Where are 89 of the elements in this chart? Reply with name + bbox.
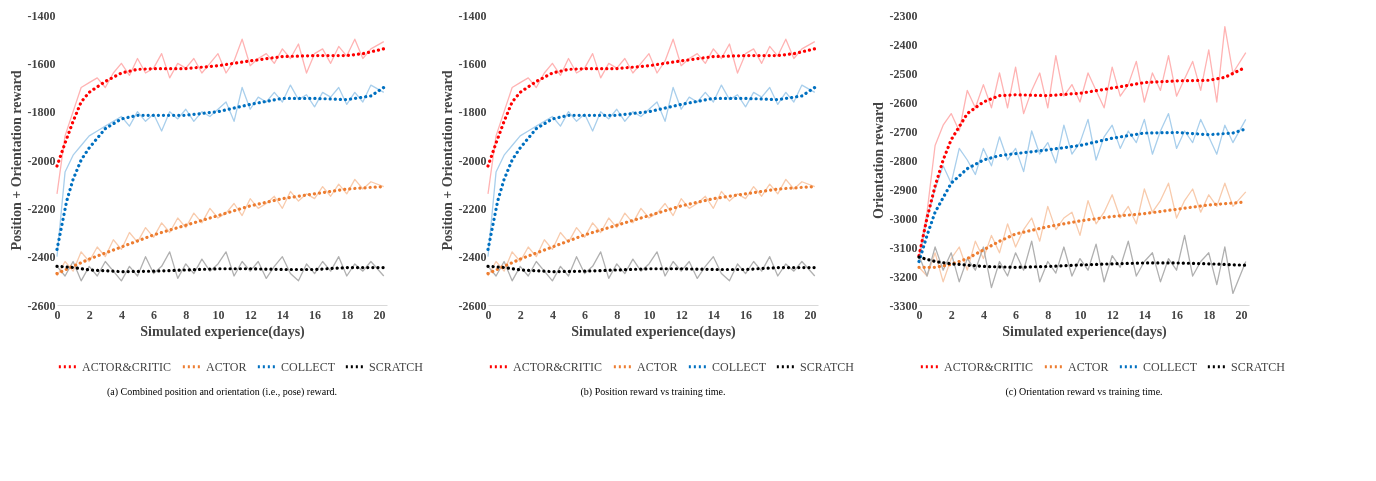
legend-label: ACTOR bbox=[1068, 359, 1109, 374]
legend-label: SCRATCH bbox=[369, 359, 424, 374]
x-tick-label: 16 bbox=[740, 307, 753, 322]
text: (c) Orientation reward vs training time. bbox=[1005, 386, 1163, 398]
legend-label: SCRATCH bbox=[1231, 359, 1286, 374]
y-tick-label: -1800 bbox=[27, 105, 56, 120]
x-tick-label: 14 bbox=[707, 307, 720, 322]
y-tick-label: -2600 bbox=[27, 298, 56, 313]
y-axis-title: Position + Orientation reward bbox=[439, 70, 455, 251]
legend-label: ACTOR bbox=[206, 359, 247, 374]
text: (b) Position reward vs training time. bbox=[580, 386, 726, 398]
x-tick-label: 6 bbox=[1013, 307, 1020, 322]
y-tick-label: -2400 bbox=[27, 250, 56, 265]
legend-label: ACTOR&CRITIC bbox=[944, 359, 1034, 374]
x-tick-label: 10 bbox=[643, 307, 656, 322]
x-tick-label: 20 bbox=[1235, 307, 1248, 322]
x-axis-title: Simulated experience(days) bbox=[140, 323, 306, 340]
x-tick-label: 12 bbox=[244, 307, 257, 322]
y-tick-label: -1400 bbox=[458, 8, 487, 23]
x-tick-label: 4 bbox=[549, 307, 556, 322]
x-tick-label: 2 bbox=[86, 307, 93, 322]
y-tick-label: -2000 bbox=[27, 153, 56, 168]
y-tick-label: -2800 bbox=[889, 153, 918, 168]
x-axis-title: Simulated experience(days) bbox=[1002, 323, 1168, 340]
x-axis-title: Simulated experience(days) bbox=[571, 323, 737, 340]
line-series bbox=[918, 25, 1247, 257]
line-series bbox=[55, 47, 386, 168]
y-tick-label: -3300 bbox=[889, 298, 918, 313]
y-tick-label: -2900 bbox=[889, 182, 918, 197]
x-tick-label: 4 bbox=[980, 307, 987, 322]
x-tick-label: 10 bbox=[1074, 307, 1087, 322]
legend-label: ACTOR&CRITIC bbox=[82, 359, 172, 374]
legend-label: ACTOR bbox=[637, 359, 678, 374]
line-series bbox=[918, 234, 1247, 295]
line-series bbox=[918, 182, 1247, 283]
x-tick-label: 4 bbox=[118, 307, 125, 322]
x-tick-label: 20 bbox=[373, 307, 386, 322]
y-tick-label: -1400 bbox=[27, 8, 56, 23]
y-tick-label: -1600 bbox=[27, 56, 56, 71]
x-tick-label: 18 bbox=[772, 307, 785, 322]
x-tick-label: 6 bbox=[582, 307, 589, 322]
x-tick-label: 18 bbox=[341, 307, 354, 322]
line-series bbox=[486, 47, 817, 168]
y-axis-title: Orientation reward bbox=[870, 101, 886, 219]
x-tick-label: 16 bbox=[309, 307, 322, 322]
y-tick-label: -3000 bbox=[889, 211, 918, 226]
y-tick-label: -2600 bbox=[889, 95, 918, 110]
x-tick-label: 20 bbox=[804, 307, 817, 322]
x-tick-label: 8 bbox=[1045, 307, 1052, 322]
x-tick-label: 10 bbox=[212, 307, 225, 322]
y-tick-label: -2200 bbox=[458, 201, 487, 216]
x-tick-label: 14 bbox=[276, 307, 289, 322]
x-tick-label: 0 bbox=[916, 307, 923, 322]
y-tick-label: -2500 bbox=[889, 66, 918, 81]
y-tick-label: -2700 bbox=[889, 124, 918, 139]
y-tick-label: -3100 bbox=[889, 240, 918, 255]
y-tick-label: -1800 bbox=[458, 105, 487, 120]
y-tick-label: -1600 bbox=[458, 56, 487, 71]
legend-label: SCRATCH bbox=[800, 359, 855, 374]
x-tick-label: 6 bbox=[151, 307, 158, 322]
x-tick-label: 14 bbox=[1138, 307, 1151, 322]
y-tick-label: -2400 bbox=[889, 37, 918, 52]
x-tick-label: 18 bbox=[1203, 307, 1216, 322]
x-tick-label: 16 bbox=[1171, 307, 1184, 322]
legend-label: COLLECT bbox=[281, 359, 336, 374]
y-tick-label: -2000 bbox=[458, 153, 487, 168]
x-tick-label: 8 bbox=[183, 307, 190, 322]
y-tick-label: -3200 bbox=[889, 269, 918, 284]
x-tick-label: 0 bbox=[54, 307, 61, 322]
y-tick-label: -2600 bbox=[458, 298, 487, 313]
line-series bbox=[917, 255, 1248, 269]
y-axis-title: Position + Orientation reward bbox=[8, 70, 24, 251]
y-tick-label: -2400 bbox=[458, 250, 487, 265]
legend-label: ACTOR&CRITIC bbox=[513, 359, 603, 374]
x-tick-label: 12 bbox=[1106, 307, 1119, 322]
line-series bbox=[487, 251, 816, 282]
x-tick-label: 8 bbox=[614, 307, 621, 322]
line-series bbox=[487, 38, 816, 195]
x-tick-label: 2 bbox=[948, 307, 955, 322]
line-series bbox=[56, 38, 385, 195]
y-tick-label: -2200 bbox=[27, 201, 56, 216]
text: (a) Combined position and orientation (i.e., pose) reward. bbox=[106, 386, 338, 398]
legend-label: COLLECT bbox=[712, 359, 767, 374]
y-tick-label: -2300 bbox=[889, 8, 918, 23]
x-tick-label: 12 bbox=[675, 307, 688, 322]
legend-label: COLLECT bbox=[1143, 359, 1198, 374]
x-tick-label: 0 bbox=[485, 307, 492, 322]
x-tick-label: 2 bbox=[517, 307, 524, 322]
line-series bbox=[56, 251, 385, 282]
